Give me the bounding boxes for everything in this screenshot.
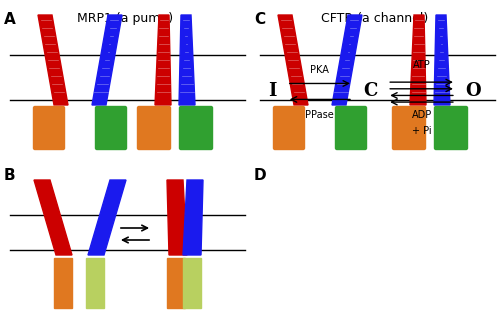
Text: A: A xyxy=(4,12,16,27)
Bar xyxy=(183,258,201,308)
Polygon shape xyxy=(88,180,126,255)
FancyBboxPatch shape xyxy=(180,107,212,150)
FancyBboxPatch shape xyxy=(274,107,304,150)
Polygon shape xyxy=(92,15,122,105)
Bar xyxy=(54,258,72,308)
Polygon shape xyxy=(34,180,72,255)
Text: O: O xyxy=(465,82,481,100)
Polygon shape xyxy=(183,180,203,255)
Text: C: C xyxy=(363,82,378,100)
Text: B: B xyxy=(4,168,16,183)
Polygon shape xyxy=(155,15,171,105)
Polygon shape xyxy=(332,15,362,105)
Polygon shape xyxy=(179,15,195,105)
Text: CFTR (a channel): CFTR (a channel) xyxy=(322,12,428,25)
Text: D: D xyxy=(254,168,266,183)
Bar xyxy=(86,258,104,308)
Text: PPase: PPase xyxy=(306,110,334,120)
Text: MRP1 (a pump): MRP1 (a pump) xyxy=(77,12,173,25)
Text: + Pi: + Pi xyxy=(412,126,432,136)
Text: ATP: ATP xyxy=(412,60,430,70)
Polygon shape xyxy=(410,15,426,105)
FancyBboxPatch shape xyxy=(392,107,426,150)
Polygon shape xyxy=(38,15,68,105)
Text: ADP: ADP xyxy=(412,110,432,120)
FancyBboxPatch shape xyxy=(138,107,170,150)
Text: PKA: PKA xyxy=(310,65,330,75)
Text: I: I xyxy=(268,82,276,100)
Bar xyxy=(167,258,185,308)
Polygon shape xyxy=(167,180,187,255)
FancyBboxPatch shape xyxy=(434,107,468,150)
Text: C: C xyxy=(254,12,265,27)
FancyBboxPatch shape xyxy=(336,107,366,150)
Polygon shape xyxy=(434,15,450,105)
FancyBboxPatch shape xyxy=(96,107,126,150)
FancyBboxPatch shape xyxy=(34,107,64,150)
Polygon shape xyxy=(278,15,308,105)
